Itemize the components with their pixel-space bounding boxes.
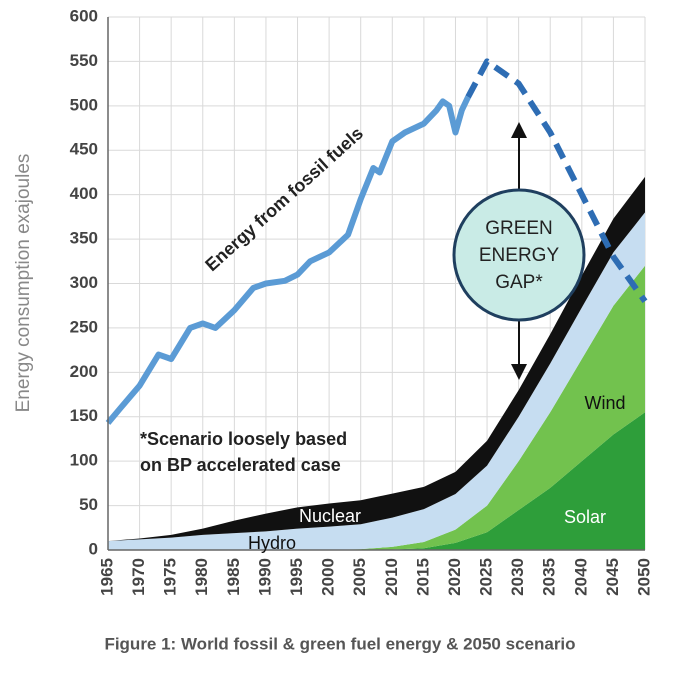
area (108, 176, 645, 542)
annotation: on BP accelerated case (140, 455, 341, 475)
area (108, 265, 645, 550)
gap-circle (452, 188, 586, 322)
x-tick-label: 2025 (477, 558, 496, 596)
area (108, 212, 645, 550)
annotation: *Scenario loosely based (140, 429, 347, 449)
x-tick-label: 1975 (161, 558, 180, 596)
series-label: Solar (564, 507, 606, 527)
x-tick-label: 1985 (224, 558, 243, 596)
gap-label: GAP* (495, 272, 543, 293)
y-tick-label: 0 (89, 539, 98, 558)
x-tick-label: 1965 (97, 558, 116, 596)
y-tick-label: 300 (70, 273, 98, 292)
x-tick-label: 2005 (350, 558, 369, 596)
x-tick-label: 2050 (634, 558, 653, 596)
gap-label: GREEN (485, 218, 553, 239)
y-tick-label: 550 (70, 51, 98, 70)
x-tick-label: 2030 (508, 558, 527, 596)
x-tick-label: 2010 (382, 558, 401, 596)
x-tick-label: 1995 (287, 558, 306, 596)
y-tick-label: 400 (70, 184, 98, 203)
x-tick-label: 2020 (445, 558, 464, 596)
y-tick-label: 200 (70, 362, 98, 381)
x-tick-label: 1970 (129, 558, 148, 596)
x-tick-label: 2045 (603, 558, 622, 596)
y-tick-label: 450 (70, 140, 98, 159)
line (105, 95, 471, 425)
y-tick-label: 600 (70, 6, 98, 25)
y-tick-label: 350 (70, 229, 98, 248)
y-tick-label: 500 (70, 95, 98, 114)
line (465, 58, 648, 304)
y-tick-label: 250 (70, 317, 98, 336)
series-label: Nuclear (299, 506, 361, 526)
x-tick-label: 2035 (540, 558, 559, 596)
caption: Figure 1: World fossil & green fuel ener… (104, 634, 575, 653)
x-tick-label: 2000 (319, 558, 338, 596)
x-tick-label: 2040 (571, 558, 590, 596)
series-label: Wind (584, 393, 625, 413)
x-tick-label: 2015 (413, 558, 432, 596)
area (108, 412, 645, 550)
x-tick-label: 1980 (192, 558, 211, 596)
y-axis-title: Energy consumption exajoules (13, 154, 34, 413)
annotation: Energy from fossil fuels (201, 123, 367, 275)
x-tick-label: 1990 (255, 558, 274, 596)
y-tick-label: 50 (79, 495, 98, 514)
y-tick-label: 150 (70, 406, 98, 425)
y-tick-label: 100 (70, 451, 98, 470)
gap-label: ENERGY (479, 245, 560, 266)
series-label: Hydro (248, 533, 296, 553)
